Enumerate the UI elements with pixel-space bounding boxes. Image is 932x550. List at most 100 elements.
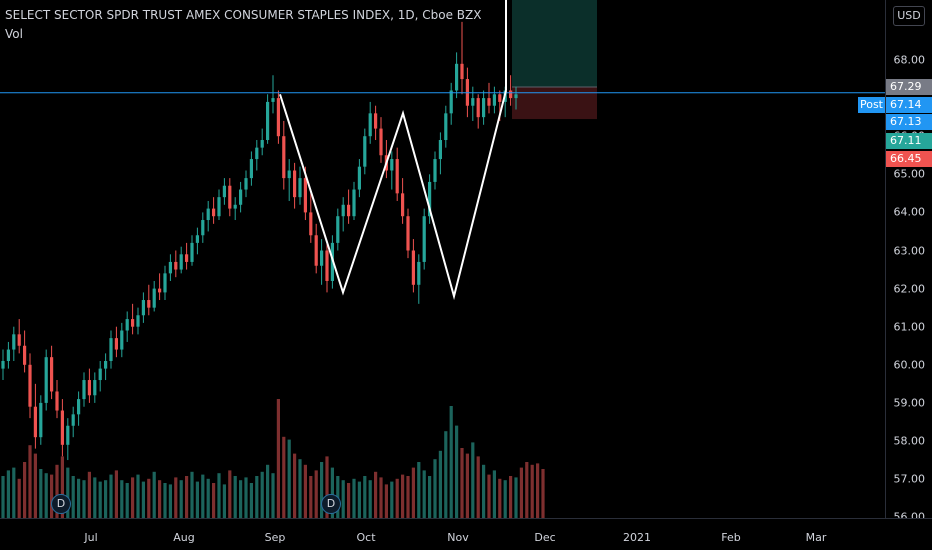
price-axis-label: 66.45: [886, 151, 932, 167]
candle-body: [336, 216, 340, 243]
price-chart[interactable]: [0, 0, 885, 518]
candle-body: [320, 250, 324, 266]
volume-bar: [476, 456, 480, 518]
volume-bar: [152, 471, 156, 518]
candle-body: [120, 330, 124, 350]
price-axis[interactable]: 68.0066.0065.0064.0063.0062.0061.0060.00…: [885, 0, 932, 524]
price-tick-label: 58.00: [893, 434, 926, 448]
volume-bar: [503, 480, 507, 518]
volume-legend[interactable]: Vol: [5, 27, 23, 41]
candle-body: [217, 197, 221, 217]
candle-body: [444, 113, 448, 141]
volume-bar: [422, 470, 426, 518]
candle-body: [487, 98, 491, 106]
candle-body: [276, 98, 280, 137]
candle-body: [509, 90, 513, 99]
candle-body: [50, 357, 54, 392]
candle-body: [368, 113, 372, 137]
volume-bar: [320, 462, 324, 518]
price-axis-label: 67.14: [886, 97, 932, 113]
candle-body: [206, 208, 210, 221]
candle-body: [314, 235, 318, 266]
candle-body: [455, 63, 459, 91]
candle-body: [390, 159, 394, 171]
volume-bar: [260, 471, 264, 518]
volume-bar: [293, 453, 297, 518]
stop-zone: [512, 87, 597, 120]
candle-body: [17, 334, 21, 346]
volume-bar: [352, 478, 356, 518]
time-tick-label: Dec: [534, 531, 556, 544]
candle-body: [136, 315, 140, 327]
price-tick-label: 65.00: [893, 167, 926, 181]
volume-bar: [28, 445, 32, 518]
w-pattern-line: [279, 90, 507, 301]
volume-bar: [465, 453, 469, 518]
volume-bar: [271, 473, 275, 518]
price-axis-label: 67.29: [886, 79, 932, 95]
price-axis-label: 67.13: [886, 114, 932, 130]
price-tick-label: 64.00: [893, 205, 926, 219]
volume-bar: [330, 467, 334, 518]
volume-bar: [482, 464, 486, 518]
volume-bar: [444, 431, 448, 518]
volume-bar: [314, 470, 318, 518]
volume-bar: [158, 480, 162, 518]
candle-body: [131, 319, 135, 327]
volume-bar: [460, 448, 464, 518]
volume-bar: [417, 462, 421, 518]
candle-body: [341, 204, 345, 217]
volume-bar: [222, 484, 226, 518]
volume-bar: [174, 477, 178, 518]
symbol-title[interactable]: SELECT SECTOR SPDR TRUST AMEX CONSUMER S…: [5, 8, 482, 22]
volume-bar: [109, 474, 113, 518]
candle-body: [147, 300, 151, 308]
price-tick-label: 61.00: [893, 320, 926, 334]
price-tick-label: 68.00: [893, 53, 926, 67]
volume-bar: [120, 480, 124, 518]
volume-bar: [471, 442, 475, 518]
candle-body: [212, 208, 216, 217]
candle-body: [114, 338, 118, 350]
volume-bar: [455, 425, 459, 518]
candle-body: [514, 94, 518, 99]
volume-bar: [519, 467, 523, 518]
volume-bar: [60, 456, 64, 518]
volume-bar: [433, 459, 437, 518]
time-axis[interactable]: Jul Aug Sep Oct Nov Dec 2021 Feb Mar: [0, 518, 932, 550]
chart-area[interactable]: SELECT SECTOR SPDR TRUST AMEX CONSUMER S…: [0, 0, 885, 518]
candle-body: [1, 360, 5, 369]
candle-body: [325, 250, 329, 281]
volume-bar: [395, 478, 399, 518]
volume-bar: [244, 477, 248, 518]
volume-bar: [141, 481, 145, 518]
volume-bar: [125, 483, 129, 518]
currency-button[interactable]: USD: [893, 6, 925, 26]
candle-body: [303, 178, 307, 213]
dividend-marker[interactable]: D: [51, 494, 71, 514]
volume-bar: [39, 469, 43, 518]
volume-bar: [384, 484, 388, 518]
candle-body: [190, 242, 194, 262]
candle-body: [66, 425, 70, 445]
candle-body: [55, 391, 59, 411]
price-axis-label: 67.11: [886, 133, 932, 149]
candle-body: [363, 136, 367, 167]
volume-bar: [239, 480, 243, 518]
volume-bar: [185, 476, 189, 518]
price-tick-label: 62.00: [893, 282, 926, 296]
dividend-marker[interactable]: D: [321, 494, 341, 514]
candle-body: [438, 140, 442, 160]
volume-bar: [71, 476, 75, 518]
candle-body: [428, 181, 432, 217]
candle-body: [60, 410, 64, 445]
volume-bar: [282, 436, 286, 518]
volume-bar: [287, 439, 291, 518]
candle-body: [379, 128, 383, 156]
candle-body: [406, 216, 410, 251]
volume-bar: [347, 483, 351, 518]
volume-bar: [530, 464, 534, 518]
price-tick-label: 59.00: [893, 396, 926, 410]
volume-bar: [44, 473, 48, 518]
volume-bar: [390, 481, 394, 518]
